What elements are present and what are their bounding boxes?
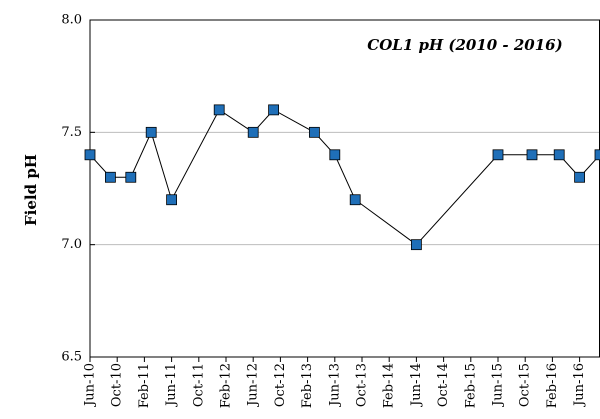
point-marker — [349, 194, 361, 206]
point-marker — [166, 194, 178, 206]
x-tick-label: Oct-13 — [355, 363, 370, 407]
chart-title: COL1 pH (2010 - 2016) — [367, 36, 562, 54]
x-tick-label: Feb-14 — [382, 363, 397, 408]
point-marker — [268, 104, 280, 116]
point-marker — [105, 171, 116, 183]
x-tick-label: Jun-12 — [246, 363, 261, 408]
x-tick-label: Jun-16 — [572, 363, 587, 408]
point-marker — [125, 171, 137, 183]
point-marker — [145, 126, 157, 138]
x-tick-label: Oct-14 — [436, 363, 451, 407]
x-tick-label: Jun-10 — [83, 363, 98, 408]
x-tick-label: Oct-15 — [518, 363, 533, 407]
point-marker — [526, 149, 538, 161]
x-tick-label: Feb-16 — [545, 363, 560, 408]
point-marker — [329, 149, 341, 161]
y-tick-label: 7.0 — [61, 237, 82, 252]
point-marker — [308, 126, 320, 138]
x-tick-label: Feb-12 — [219, 363, 234, 408]
x-tick-label: Oct-11 — [191, 363, 206, 407]
point-marker — [84, 149, 96, 161]
point-marker — [574, 171, 585, 183]
x-tick-label: Feb-13 — [300, 363, 315, 408]
y-tick-label: 6.5 — [61, 350, 82, 365]
y-axis-label: Field pH — [22, 154, 40, 226]
point-marker — [594, 149, 600, 161]
point-marker — [553, 149, 565, 161]
x-tick-label: Oct-10 — [110, 363, 125, 407]
y-tick-label: 7.5 — [61, 125, 82, 140]
series-line — [89, 109, 600, 246]
point-marker — [410, 239, 422, 251]
x-tick-label: Feb-11 — [137, 363, 152, 408]
x-tick-label: Feb-15 — [463, 363, 478, 408]
y-tick-label: 8.0 — [61, 13, 82, 28]
x-tick-label: Oct-12 — [273, 363, 288, 407]
point-marker — [213, 104, 225, 116]
x-tick-label: Jun-11 — [164, 363, 179, 408]
point-marker — [492, 149, 504, 161]
point-marker — [247, 126, 259, 138]
x-tick-label: Jun-13 — [327, 363, 342, 408]
plot-frame — [89, 19, 600, 358]
x-tick-label: Jun-15 — [491, 363, 506, 408]
x-tick-label: Jun-14 — [409, 363, 424, 408]
